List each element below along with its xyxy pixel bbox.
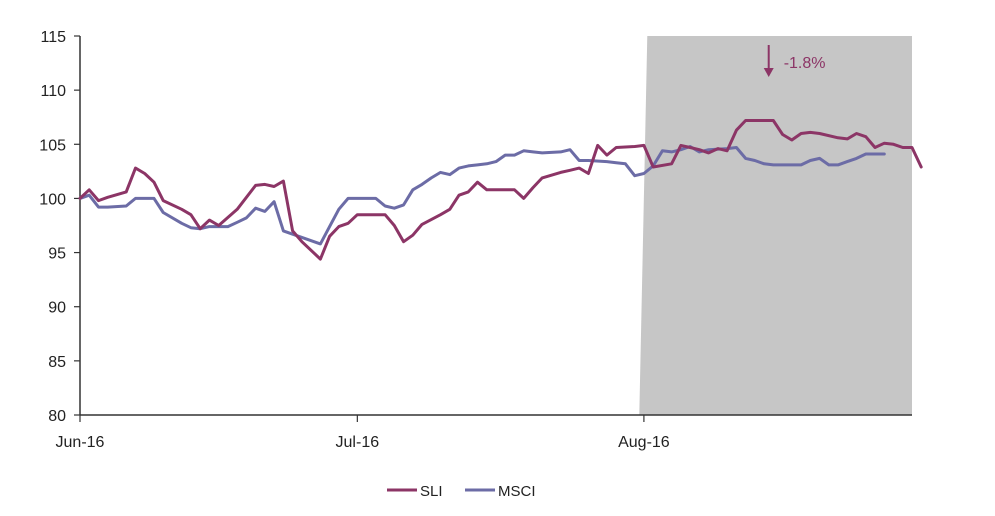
x-tick-label: Jul-16 (336, 434, 380, 451)
series-lines (78, 119, 923, 261)
legend-label-msci: MSCI (498, 483, 536, 500)
series-line-sli (78, 119, 923, 261)
shaded-period-layer (639, 36, 912, 415)
y-tick-label: 100 (39, 191, 66, 208)
axes (79, 36, 912, 416)
y-tick-label: 115 (40, 29, 66, 46)
y-axis-ticks: 80 85 90 95 100 105 110 115 (39, 29, 80, 425)
annotation: -1.8% (763, 45, 826, 77)
legend: SLI MSCI (387, 483, 536, 500)
annotation-text: -1.8% (784, 55, 826, 72)
shaded-period (639, 36, 912, 415)
x-axis-ticks: Jun-16 Jul-16 Aug-16 (56, 415, 670, 451)
y-tick-label: 80 (48, 408, 66, 425)
y-tick-label: 90 (48, 300, 66, 317)
legend-label-sli: SLI (420, 483, 443, 500)
y-tick-label: 85 (48, 354, 66, 371)
y-tick-label: 105 (39, 137, 66, 154)
y-tick-label: 110 (40, 83, 66, 100)
annotation-arrow-head (763, 68, 774, 77)
x-tick-label: Jun-16 (56, 434, 105, 451)
x-tick-label: Aug-16 (618, 434, 670, 451)
y-tick-label: 95 (48, 246, 66, 263)
